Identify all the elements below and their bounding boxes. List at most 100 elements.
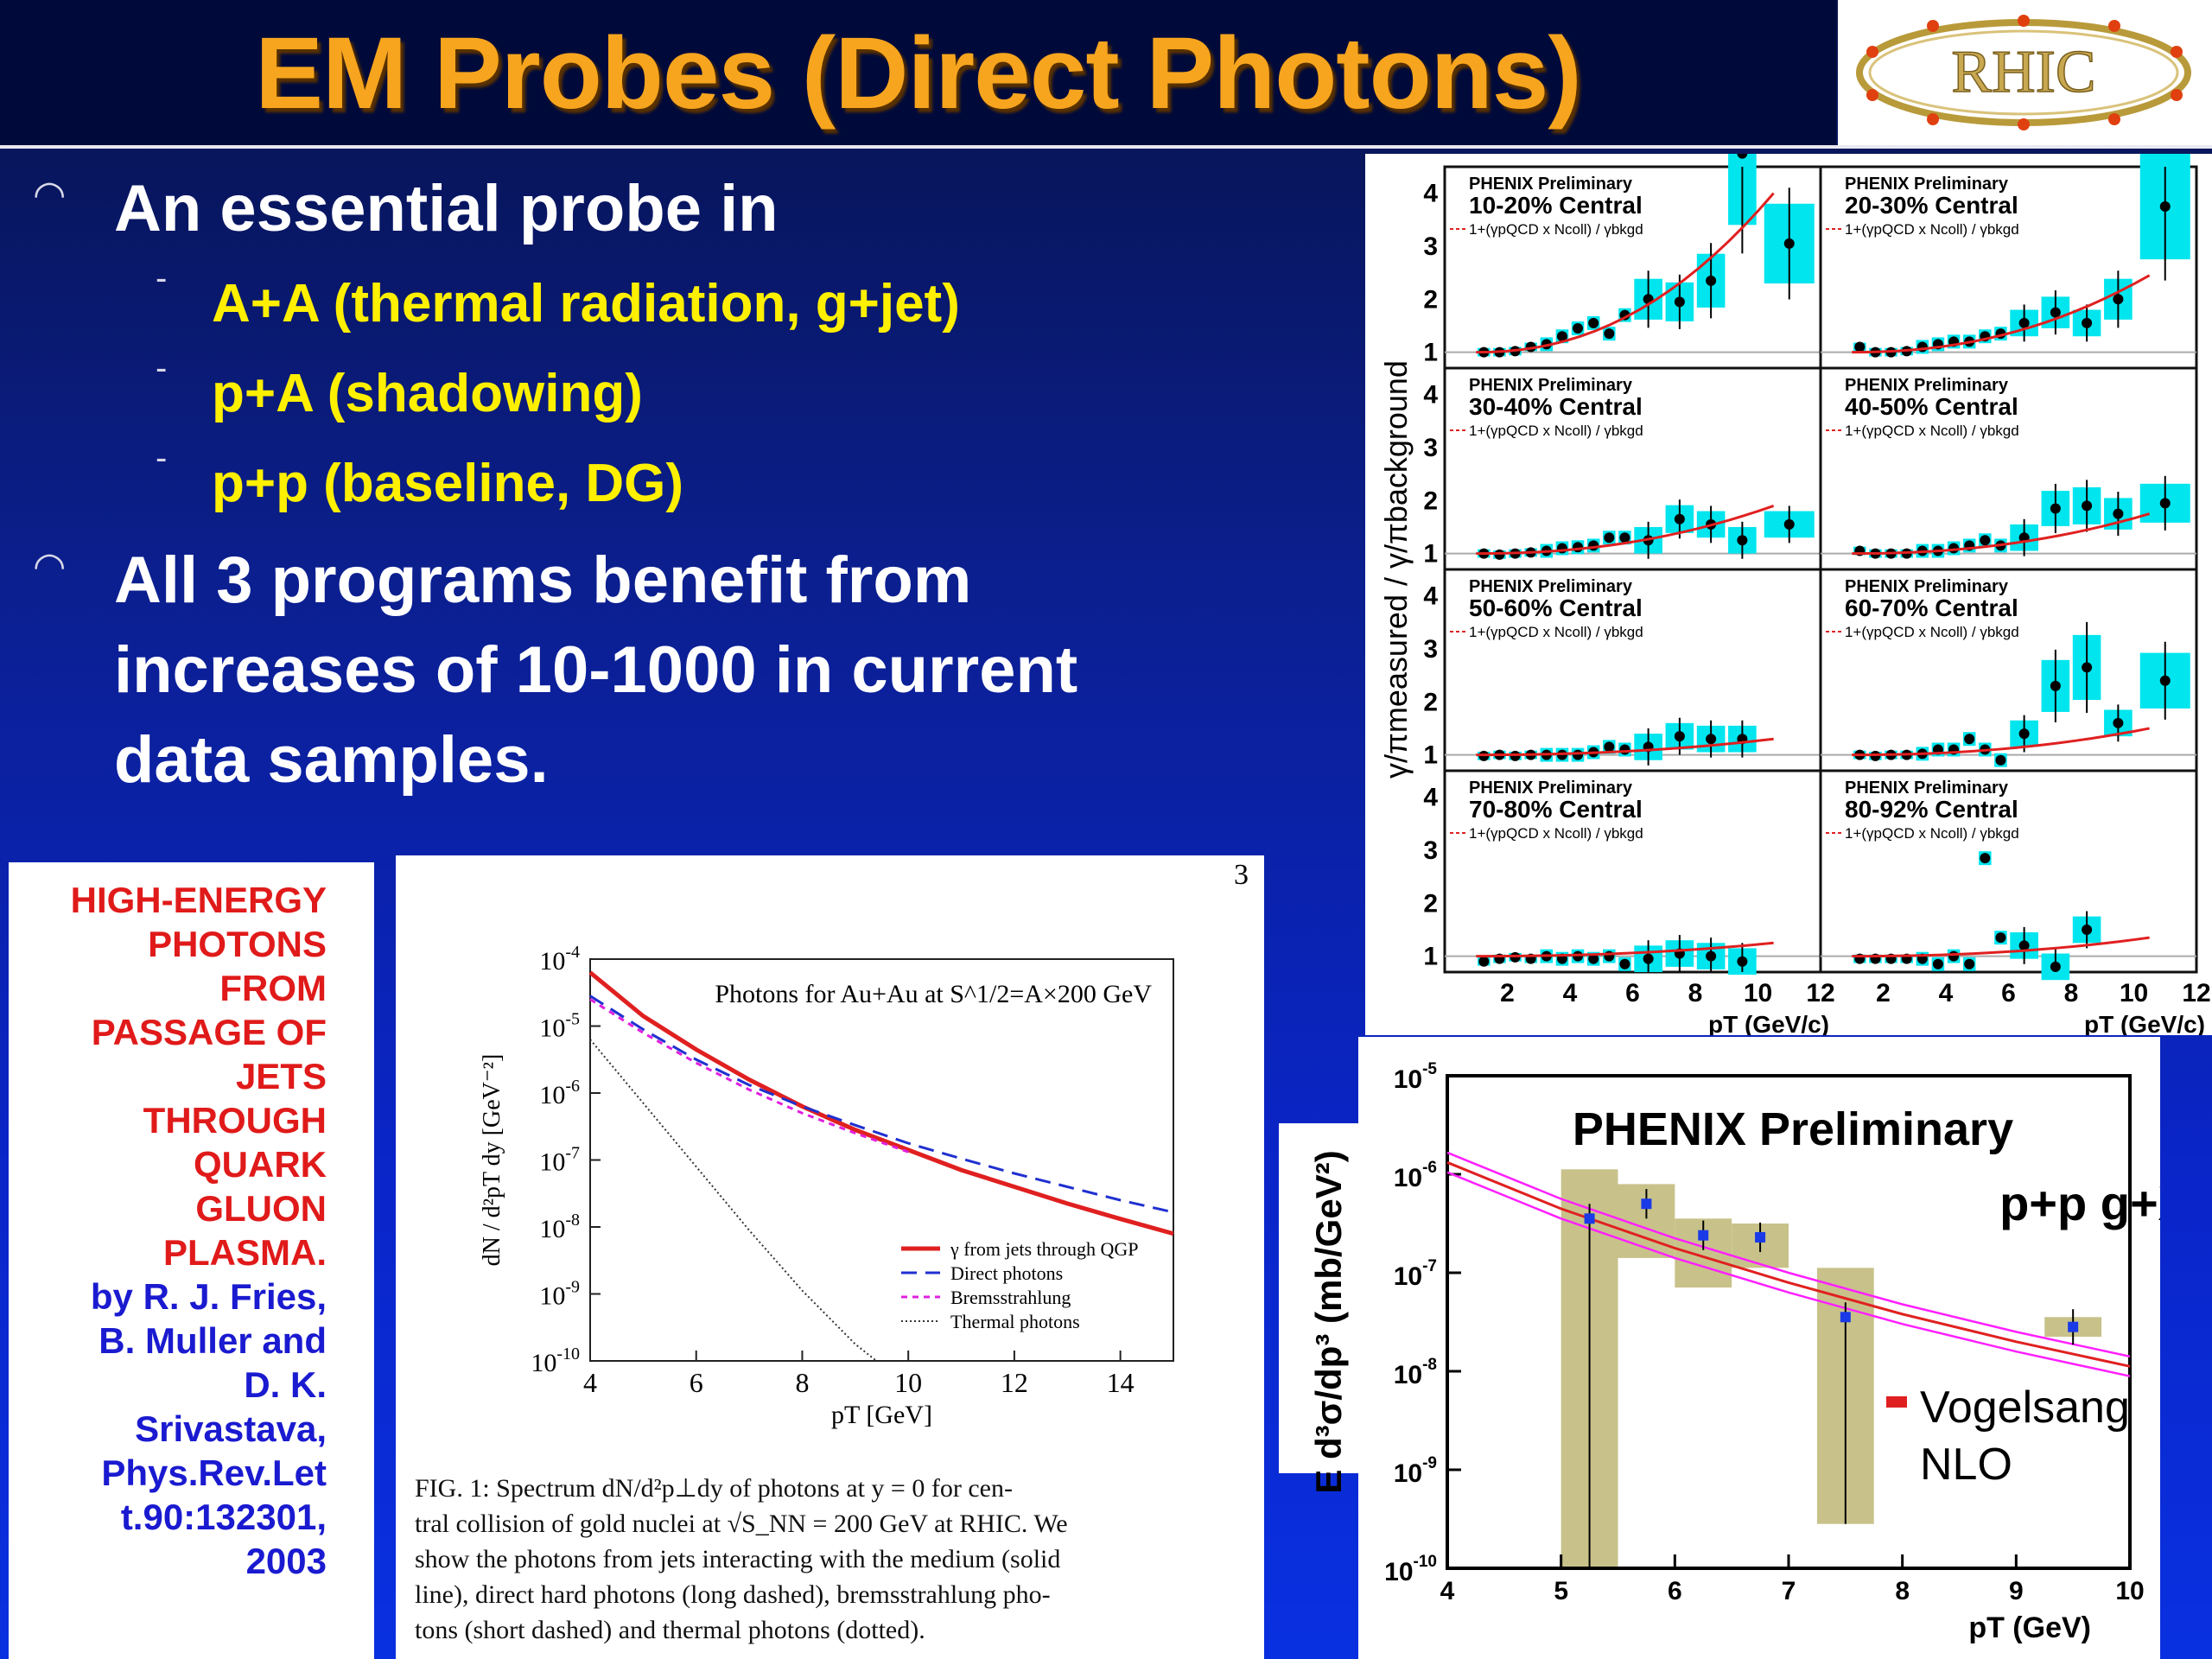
sub-bullet-pa: p+A (shadowing) (212, 364, 643, 423)
theory-curve (1852, 936, 2150, 958)
y-tick-label: 10-5 (539, 1010, 580, 1043)
legend-label: 1+(γpQCD x Ncoll) / γbkgd (1469, 825, 1643, 842)
y-tick-label: 4 (1423, 381, 1438, 410)
data-point (1706, 275, 1717, 286)
data-point (1478, 956, 1490, 967)
caption-line: tral collision of gold nuclei at √S_NN =… (415, 1510, 1068, 1538)
paper-figure-panel: 3 4 6 8 10 12 14 10-4 10-5 10-6 10-7 10-8 10-9 10-10… (396, 855, 1264, 1659)
data-point (1573, 749, 1584, 760)
ref-title-line: PASSAGE OF (91, 1012, 327, 1052)
data-point (1674, 731, 1685, 742)
data-point (1698, 1230, 1709, 1241)
reference-box: HIGH-ENERGY PHOTONS FROM PASSAGE OF JETS… (9, 862, 374, 1659)
data-point (2018, 728, 2030, 740)
data-point (2050, 503, 2061, 514)
data-point (1964, 958, 1975, 969)
ref-title-line: GLUON (195, 1188, 327, 1229)
data-point (1674, 513, 1685, 524)
data-point (2082, 317, 2093, 328)
data-point (2159, 675, 2171, 686)
plot-frame (589, 958, 1174, 1362)
x-tick-label: 8 (2064, 979, 2079, 1007)
data-point (2068, 1321, 2079, 1332)
x-tick-label: 5 (1554, 1577, 1568, 1605)
ref-author-line: D. K. (244, 1364, 327, 1405)
subpanel-frame (1443, 568, 1822, 772)
x-tick-label: 4 (583, 1367, 597, 1398)
panel-label: PHENIX Preliminary (1469, 779, 1633, 798)
data-point (1674, 296, 1685, 308)
y-tick-label: 1 (1423, 741, 1438, 770)
y-tick-label: 3 (1423, 434, 1438, 462)
legend-label: 1+(γpQCD x Ncoll) / γbkgd (1845, 825, 2019, 842)
y-tick-label: 4 (1423, 784, 1438, 812)
legend-label: γ from jets through QGP (950, 1238, 1139, 1260)
x-axis-label: pT (GeV/c) (2084, 1011, 2205, 1035)
x-tick-label: 12 (1806, 979, 1834, 1007)
series-line (588, 970, 1174, 1236)
x-tick-label: 9 (2009, 1577, 2024, 1605)
subpanel-frame (1819, 366, 2198, 571)
data-point (1948, 950, 1960, 962)
data-point (1737, 956, 1748, 967)
legend-label: NLO (1920, 1440, 2012, 1490)
panel-label: PHENIX Preliminary (1469, 376, 1633, 395)
title-bar (0, 0, 1836, 147)
subpanel-frame (1443, 769, 1822, 974)
data-point (1573, 323, 1584, 334)
centrality-label: 70-80% Central (1469, 796, 1643, 823)
series-line (589, 998, 909, 1154)
data-point (1604, 741, 1615, 753)
data-point (1641, 1198, 1652, 1210)
figure-caption: FIG. 1: Spectrum dN/d²p⊥dy of photons at… (415, 1471, 1253, 1648)
sub-bullet-pp: p+p (baseline, DG) (212, 454, 684, 513)
data-point (2113, 508, 2124, 519)
legend-label: 1+(γpQCD x Ncoll) / γbkgd (1845, 221, 2019, 238)
data-point (1755, 1231, 1766, 1243)
x-tick-label: 7 (1782, 1577, 1796, 1605)
theory-curve (1476, 505, 1775, 556)
caption-line: line), direct hard photons (long dashed)… (415, 1580, 1051, 1609)
legend-label: 1+(γpQCD x Ncoll) / γbkgd (1845, 624, 2019, 640)
sub-dash-3: - (156, 439, 168, 477)
panel-label: PHENIX Preliminary (1845, 175, 2009, 194)
data-point (2159, 200, 2171, 212)
pp-spectrum-chart: 4 5 6 7 8 9 10 10-5 10-6 10-7 10-8 10-9 10-10 PHENIX … (1308, 1060, 2160, 1644)
panel-label: PHENIX Preliminary (1845, 577, 2009, 596)
x-axis-label: pT [GeV] (831, 1401, 932, 1429)
subpanel-frame (1819, 568, 2198, 772)
x-tick-label: 2 (1500, 979, 1515, 1007)
data-point (1854, 341, 1866, 353)
ref-author-line: t.90:132301, (120, 1497, 327, 1537)
y-tick-label: 1 (1423, 339, 1438, 367)
x-tick-label: 6 (2001, 979, 2016, 1007)
y-axis-label: E d³σ/dp³ (mb/GeV²) (1308, 1150, 1349, 1493)
theory-curve (1476, 192, 1775, 354)
data-point (2082, 924, 2093, 935)
bullet-2-line-3: data samples. (114, 723, 549, 797)
series-line (589, 995, 1174, 1214)
x-axis-label: pT (GeV/c) (1708, 1011, 1829, 1035)
y-tick-label: 2 (1423, 486, 1438, 515)
data-point (2113, 294, 2124, 305)
legend-label: 1+(γpQCD x Ncoll) / γbkgd (1845, 423, 2019, 439)
bullet-2-line-1: All 3 programs benefit from (114, 543, 972, 617)
data-point (2050, 307, 2061, 318)
x-tick-label: 8 (1895, 1577, 1910, 1605)
centrality-label: 80-92% Central (1845, 796, 2018, 823)
chart-title: Photons for Au+Au at S^1/2=A×200 GeV (715, 980, 1152, 1008)
theory-curve (1852, 512, 2151, 556)
x-tick-label: 10 (894, 1367, 922, 1398)
data-point (2082, 662, 2093, 673)
legend-label: Bremsstrahlung (950, 1287, 1071, 1308)
data-point (1556, 331, 1567, 342)
data-point (1588, 953, 1599, 964)
x-tick-label: 8 (795, 1367, 809, 1398)
data-point (1980, 535, 1991, 546)
y-tick-label: 2 (1423, 285, 1438, 314)
centrality-label: 30-40% Central (1469, 393, 1643, 420)
y-tick-label: 2 (1423, 688, 1438, 716)
